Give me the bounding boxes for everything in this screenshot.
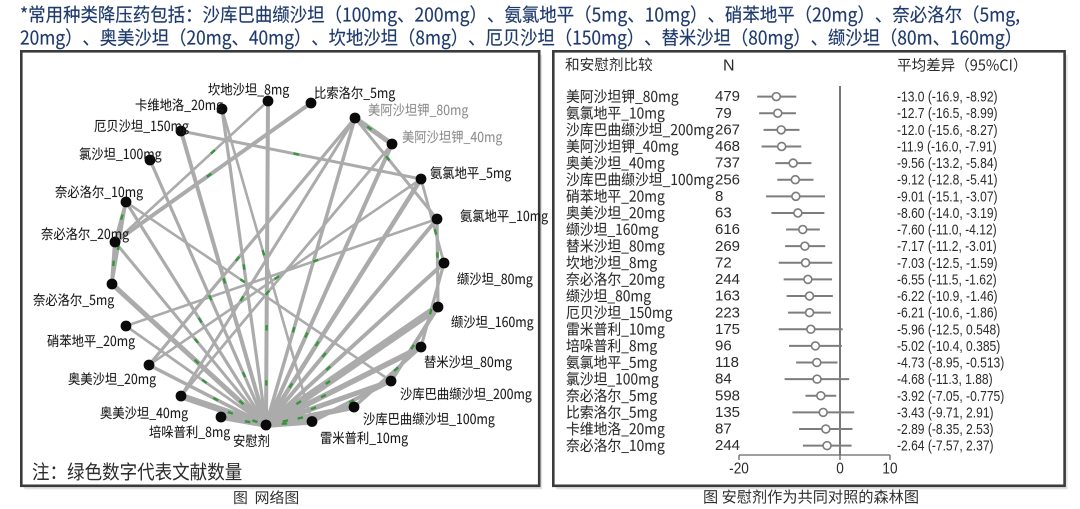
- svg-text:N: N: [723, 58, 735, 75]
- svg-text:-3.43 (-9.71, 2.91): -3.43 (-9.71, 2.91): [897, 404, 994, 420]
- svg-text:-9.01 (-15.1, -3.07): -9.01 (-15.1, -3.07): [897, 188, 998, 204]
- svg-text:-9.12 (-12.8, -5.41): -9.12 (-12.8, -5.41): [897, 172, 998, 188]
- svg-text:72: 72: [715, 254, 732, 271]
- svg-text:267: 267: [715, 121, 740, 138]
- svg-text:-7.60 (-11.0, -4.12): -7.60 (-11.0, -4.12): [897, 221, 997, 237]
- svg-text:244: 244: [715, 271, 740, 288]
- svg-text:163: 163: [715, 288, 740, 305]
- svg-text:256: 256: [715, 171, 740, 188]
- svg-text:175: 175: [715, 321, 740, 338]
- svg-text:598: 598: [715, 387, 740, 404]
- svg-text:79: 79: [715, 105, 732, 122]
- svg-text:-2.89 (-8.35, 2.53): -2.89 (-8.35, 2.53): [897, 421, 994, 437]
- svg-text:-6.55 (-11.5, -1.62): -6.55 (-11.5, -1.62): [897, 271, 997, 287]
- svg-text:-11.9 (-16.0, -7.91): -11.9 (-16.0, -7.91): [897, 138, 997, 154]
- svg-text:616: 616: [715, 221, 740, 238]
- svg-text:10: 10: [882, 461, 897, 478]
- svg-text:737: 737: [715, 155, 740, 172]
- svg-text:8: 8: [715, 188, 723, 205]
- svg-text:479: 479: [715, 88, 740, 105]
- svg-text:-12.7 (-16.5, -8.99): -12.7 (-16.5, -8.99): [897, 105, 998, 121]
- svg-text:223: 223: [715, 304, 740, 321]
- svg-text:244: 244: [715, 437, 740, 454]
- svg-text:0: 0: [836, 461, 844, 478]
- svg-text:-7.03 (-12.5, -1.59): -7.03 (-12.5, -1.59): [897, 255, 998, 271]
- svg-text:-8.60 (-14.0, -3.19): -8.60 (-14.0, -3.19): [897, 205, 998, 221]
- svg-text:-9.56 (-13.2, -5.84): -9.56 (-13.2, -5.84): [897, 155, 998, 171]
- svg-text:-12.0 (-15.6, -8.27): -12.0 (-15.6, -8.27): [897, 122, 998, 138]
- svg-text:-20: -20: [729, 461, 749, 478]
- svg-text:-4.73 (-8.95, -0.513): -4.73 (-8.95, -0.513): [897, 354, 1004, 370]
- svg-text:468: 468: [715, 138, 740, 155]
- svg-text:-2.64 (-7.57, 2.37): -2.64 (-7.57, 2.37): [897, 437, 994, 453]
- svg-text:135: 135: [715, 404, 740, 421]
- svg-text:-6.22 (-10.9, -1.46): -6.22 (-10.9, -1.46): [897, 288, 998, 304]
- svg-text:-5.96 (-12.5, 0.548): -5.96 (-12.5, 0.548): [897, 321, 1000, 337]
- svg-text:118: 118: [715, 354, 739, 371]
- svg-text:84: 84: [715, 371, 732, 388]
- svg-text:-3.92 (-7.05, -0.775): -3.92 (-7.05, -0.775): [897, 388, 1004, 404]
- svg-text:-4.68 (-11.3, 1.88): -4.68 (-11.3, 1.88): [897, 371, 993, 387]
- svg-text:-6.21 (-10.6, -1.86): -6.21 (-10.6, -1.86): [897, 305, 998, 321]
- svg-text:87: 87: [715, 421, 732, 438]
- svg-text:-13.0 (-16.9, -8.92): -13.0 (-16.9, -8.92): [897, 88, 998, 104]
- svg-text:-5.02 (-10.4, 0.385): -5.02 (-10.4, 0.385): [897, 338, 1000, 354]
- svg-text:63: 63: [715, 205, 732, 222]
- svg-text:269: 269: [715, 238, 740, 255]
- svg-text:96: 96: [715, 338, 732, 355]
- svg-text:-7.17 (-11.2, -3.01): -7.17 (-11.2, -3.01): [897, 238, 997, 254]
